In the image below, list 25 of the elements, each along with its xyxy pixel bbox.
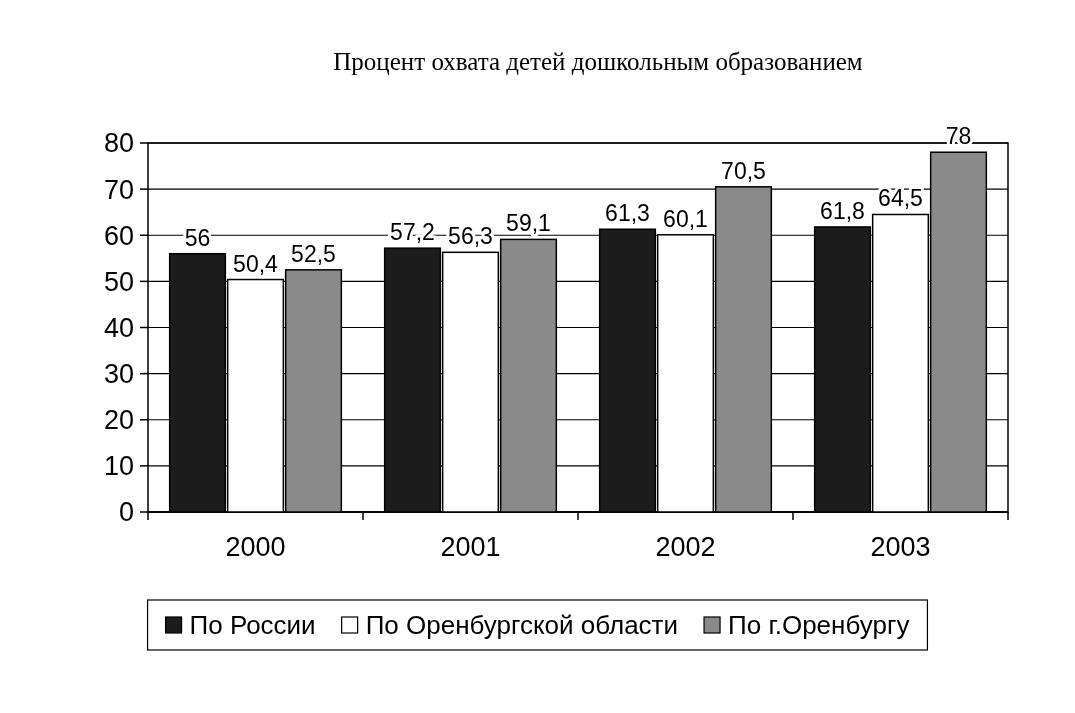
data-label: 60,1 (663, 205, 708, 232)
y-tick-label: 60 (103, 220, 134, 251)
legend-label: По России (189, 610, 316, 641)
data-label: 52,5 (291, 240, 336, 267)
data-label: 61,3 (605, 200, 650, 227)
y-tick-label: 70 (103, 174, 134, 205)
x-tick-label: 2000 (225, 532, 286, 562)
chart-title: Процент охвата детей дошкольным образованием (333, 48, 863, 75)
y-tick-label: 40 (103, 312, 134, 343)
data-label: 50,4 (233, 250, 279, 277)
data-label: 64,5 (878, 185, 923, 212)
y-tick-label: 30 (103, 359, 134, 390)
y-tick-label: 0 (118, 497, 134, 528)
legend-label: По г.Оренбургу (728, 610, 910, 641)
legend-label: По Оренбургской области (365, 610, 679, 641)
y-tick-label: 10 (103, 451, 134, 482)
x-tick-label: 2003 (870, 532, 931, 562)
data-label: 70,5 (721, 157, 766, 184)
y-tick-label: 50 (103, 266, 134, 297)
data-label: 61,8 (820, 197, 865, 224)
x-tick-label: 2002 (655, 532, 716, 562)
data-label: 59,1 (506, 210, 551, 237)
x-tick-label: 2001 (440, 532, 501, 562)
y-tick-label: 20 (103, 405, 134, 436)
y-tick-label: 80 (103, 128, 134, 159)
